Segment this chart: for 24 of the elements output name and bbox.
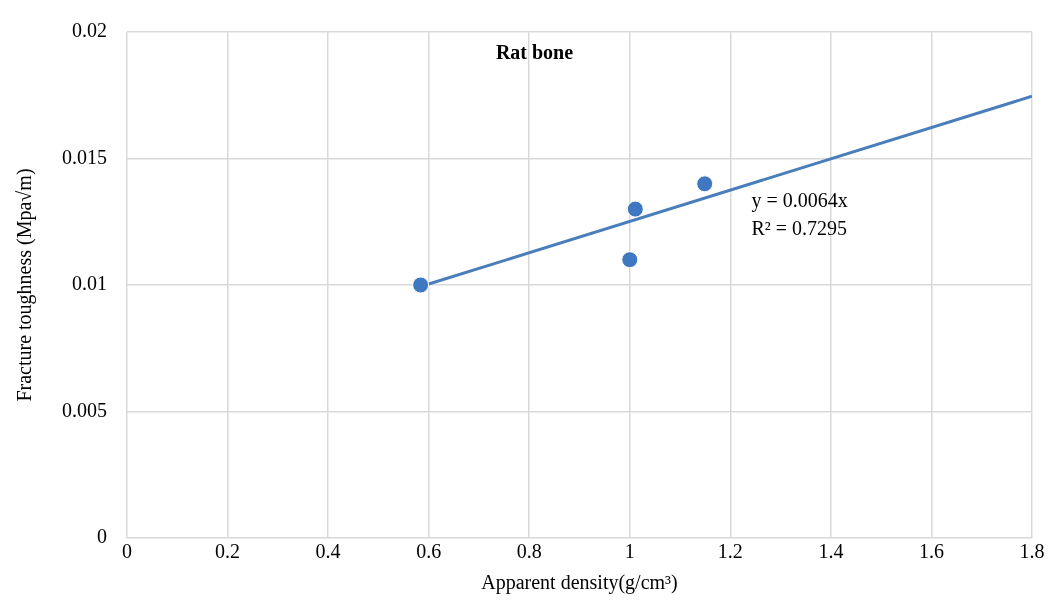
x-tick-label: 1.8 [1019, 540, 1045, 563]
y-tick-label: 0.01 [72, 272, 107, 295]
x-tick-label: 0.6 [416, 540, 442, 563]
x-tick-label: 1.6 [918, 540, 944, 563]
point [412, 276, 430, 294]
annotation: y = 0.0064x [751, 188, 848, 212]
x-tick-label: 1.2 [717, 540, 743, 563]
y-tick-label: 0.02 [72, 19, 107, 42]
point [696, 175, 714, 193]
point [626, 200, 644, 218]
x-tick-label: 1 [624, 540, 635, 563]
x-tick-label: 0.2 [215, 540, 241, 563]
point [621, 251, 639, 269]
x-tick-label: 1.4 [818, 540, 844, 563]
x-tick-label: 0 [122, 540, 132, 563]
y-axis-title: Fracture toughness (Mpa√m) [13, 168, 37, 402]
annotation: R² = 0.7295 [751, 216, 848, 239]
y-tick-label: 0.015 [62, 145, 107, 168]
text: Rat bone [495, 41, 574, 64]
y-tick-label: 0.005 [62, 398, 107, 421]
x-tick-label: 0.4 [315, 540, 341, 563]
x-tick-label: 0.8 [516, 540, 542, 563]
x-axis-title: Apparent density(g/cm³) [481, 571, 678, 595]
y-tick-label: 0 [97, 525, 107, 548]
